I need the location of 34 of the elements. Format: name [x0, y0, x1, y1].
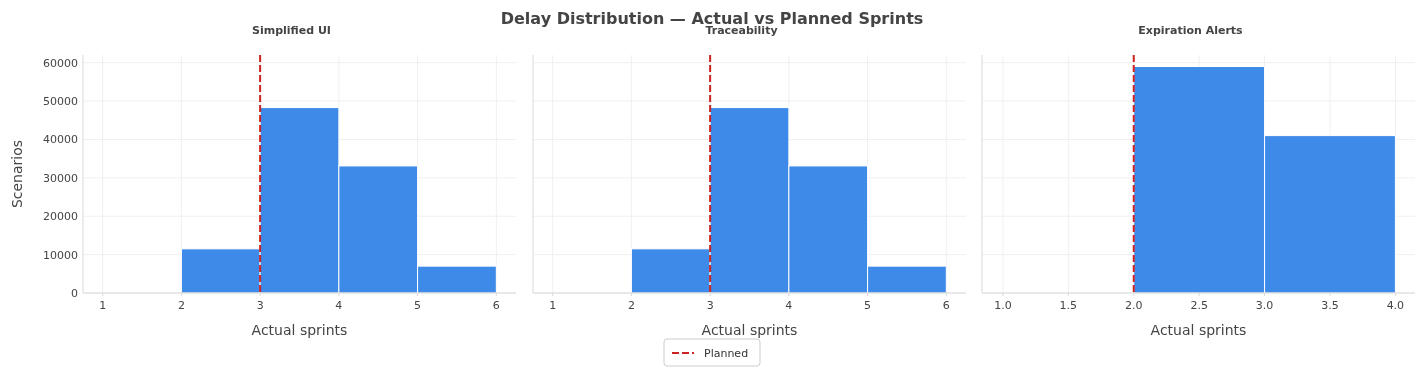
y-tick-label: 10000 — [43, 248, 78, 262]
y-tick-label: 40000 — [43, 133, 78, 147]
x-tick-label: 4 — [785, 299, 793, 312]
x-tick-label: 3.0 — [1255, 299, 1274, 312]
chart-title: Simplified UI — [252, 24, 331, 37]
x-tick-label: 2.0 — [1125, 299, 1143, 312]
x-axis-title: Actual sprints — [1150, 322, 1247, 338]
x-tick-label: 6 — [942, 299, 950, 312]
x-axis-title: Actual sprints — [251, 322, 348, 338]
y-tick-label: 30000 — [43, 171, 78, 185]
x-tick-label: 6 — [492, 299, 500, 312]
chart-title: Expiration Alerts — [1138, 24, 1244, 37]
x-tick-label: 3 — [706, 299, 714, 312]
x-tick-label: 4 — [335, 299, 343, 312]
x-tick-label: 1 — [99, 299, 107, 312]
x-tick-label: 4.0 — [1386, 299, 1405, 312]
x-tick-label: 1 — [549, 299, 557, 312]
x-tick-label: 3.5 — [1321, 299, 1339, 312]
x-tick-label: 5 — [414, 299, 422, 312]
x-tick-label: 1.0 — [994, 299, 1012, 312]
chart-title: Traceability — [705, 24, 778, 37]
legend-label: Planned — [704, 347, 749, 360]
x-tick-label: 2 — [627, 299, 635, 312]
y-axis-title: Scenarios — [9, 139, 25, 209]
x-tick-label: 5 — [864, 299, 872, 312]
x-tick-label: 2.5 — [1190, 299, 1208, 312]
y-tick-label: 20000 — [43, 210, 78, 224]
x-tick-label: 1.5 — [1059, 299, 1078, 312]
x-tick-label: 3 — [256, 299, 264, 312]
y-tick-label: 60000 — [43, 56, 78, 70]
x-tick-label: 2 — [177, 299, 185, 312]
x-axis-title: Actual sprints — [701, 322, 798, 338]
y-tick-label: 50000 — [43, 95, 78, 109]
y-tick-label: 0 — [71, 287, 78, 300]
